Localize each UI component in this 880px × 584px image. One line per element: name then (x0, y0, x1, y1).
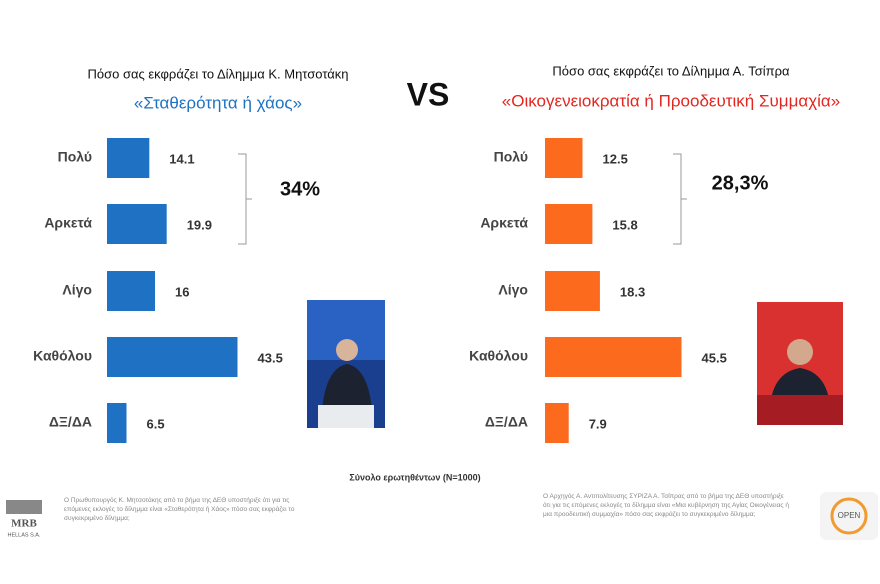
category-label: Καθόλου (469, 348, 528, 364)
footnote: Ο Αρχηγός Α. Αντιπολίτευσης ΣΥΡΙΖΑ Α. Τσ… (543, 493, 789, 518)
category-label: ΔΞ/ΔΑ (49, 414, 92, 430)
bar (107, 138, 150, 178)
value-label: 7.9 (589, 416, 607, 431)
category-label: ΔΞ/ΔΑ (485, 414, 528, 430)
footnote: Ο Πρωθυπουργός Κ. Μητσοτάκης από το βήμα… (64, 497, 295, 522)
value-label: 16 (175, 284, 189, 299)
logo-mark (6, 500, 42, 514)
bar (107, 337, 238, 377)
bracket (673, 153, 687, 245)
logo-left-sub: HELLAS S.A. (7, 532, 40, 538)
bar (107, 204, 167, 244)
value-label: 15.8 (612, 217, 637, 232)
bar (545, 204, 593, 244)
logo-right: OPEN (838, 511, 861, 520)
bracket-annotation: 28,3% (712, 172, 769, 194)
category-label: Αρκετά (44, 215, 92, 231)
bar (545, 138, 583, 178)
category-label: Λίγο (62, 282, 92, 298)
bracket-annotation: 34% (280, 178, 320, 200)
category-label: Αρκετά (480, 215, 528, 231)
vs-label: VS (407, 76, 450, 112)
value-label: 14.1 (169, 151, 194, 166)
photo-right (757, 302, 843, 425)
chart-title: Πόσο σας εκφράζει το Δίλημμα Κ. Μητσοτάκ… (87, 66, 348, 81)
value-label: 12.5 (603, 151, 628, 166)
logo-box (820, 492, 878, 540)
value-label: 6.5 (147, 416, 165, 431)
bar (545, 271, 600, 311)
chart-subtitle: «Οικογενειοκρατία ή Προοδευτική Συμμαχία… (502, 91, 840, 110)
logo-ring (830, 497, 868, 535)
category-label: Πολύ (494, 149, 528, 165)
sample-note: Σύνολο ερωτηθέντων (Ν=1000) (349, 472, 480, 482)
value-label: 45.5 (702, 350, 727, 365)
chart-title: Πόσο σας εκφράζει το Δίλημμα Α. Τσίπρα (552, 63, 790, 78)
category-label: Πολύ (58, 149, 92, 165)
bracket (238, 153, 252, 245)
value-label: 19.9 (187, 217, 212, 232)
logo-left: MRB (11, 518, 37, 530)
photo-left (307, 300, 385, 428)
category-label: Καθόλου (33, 348, 92, 364)
bar (107, 403, 127, 443)
bar (107, 271, 155, 311)
value-label: 43.5 (258, 350, 283, 365)
chart-subtitle: «Σταθερότητα ή χάος» (134, 93, 302, 112)
category-label: Λίγο (498, 282, 528, 298)
bar (545, 337, 682, 377)
value-label: 18.3 (620, 284, 645, 299)
bar (545, 403, 569, 443)
